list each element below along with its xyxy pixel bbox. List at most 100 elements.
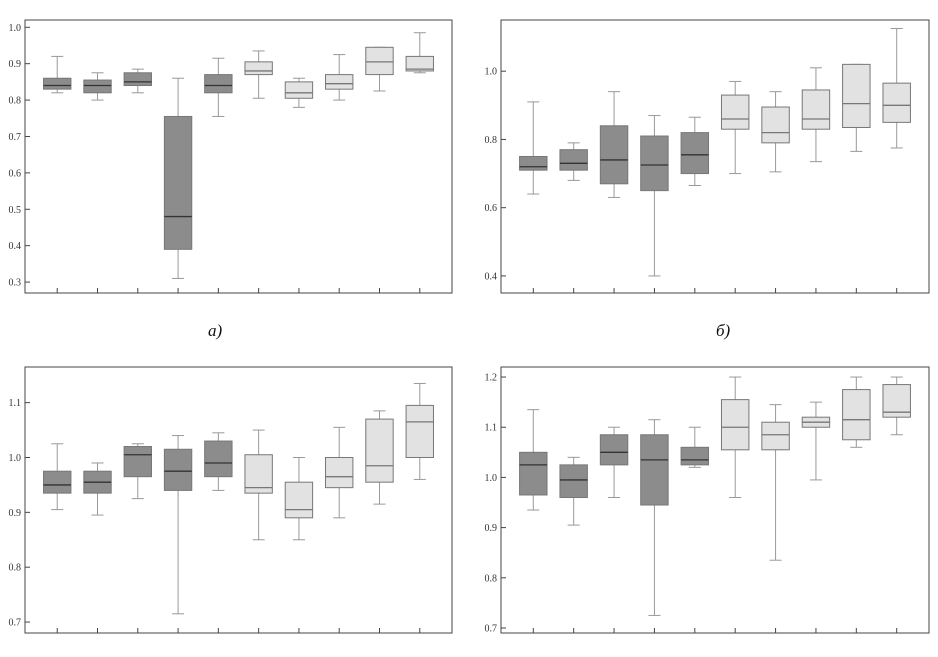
box-3 — [123, 443, 152, 500]
box-9 — [365, 46, 394, 92]
box-3 — [599, 91, 629, 198]
box-iqr — [640, 434, 669, 506]
box-3 — [123, 68, 152, 94]
y-tick-label: 0.4 — [485, 271, 498, 282]
box-9 — [842, 63, 871, 152]
box-10 — [405, 382, 434, 480]
box-iqr — [163, 448, 193, 491]
box-2 — [559, 456, 588, 526]
box-iqr — [720, 94, 750, 130]
panel-b: 0.4 0.6 0.8 1.0 — [485, 19, 930, 294]
y-tick-label: 0.9 — [485, 523, 498, 534]
plot-frame — [24, 366, 453, 634]
box-3 — [599, 426, 629, 498]
box-5 — [680, 116, 710, 187]
box-iqr — [43, 77, 72, 90]
y-tick-label: 1.0 — [9, 453, 22, 464]
box-4 — [163, 435, 193, 615]
box-7 — [284, 77, 314, 108]
box-iqr — [599, 125, 629, 185]
box-iqr — [405, 55, 434, 72]
box-iqr — [325, 74, 354, 90]
box-iqr — [244, 454, 273, 494]
box-4 — [640, 115, 669, 277]
plot-frame — [24, 19, 453, 294]
box-4 — [640, 419, 669, 616]
box-iqr — [43, 470, 72, 494]
y-tick-label: 0.8 — [9, 96, 22, 107]
y-tick-label: 0.8 — [485, 573, 498, 584]
box-10 — [882, 28, 911, 149]
box-iqr — [123, 446, 152, 478]
box-1 — [43, 55, 72, 94]
box-6 — [720, 80, 750, 175]
box-iqr — [83, 79, 112, 94]
box-6 — [244, 50, 273, 99]
box-iqr — [365, 418, 394, 483]
box-10 — [882, 376, 911, 436]
panel-a: 0.3 0.4 0.5 0.6 0.7 0.8 0.9 1.0 — [9, 19, 453, 294]
box-iqr — [163, 115, 193, 250]
box-iqr — [720, 399, 750, 451]
box-iqr — [640, 135, 669, 192]
box-2 — [559, 142, 588, 181]
box-iqr — [599, 434, 629, 466]
box-iqr — [204, 74, 233, 94]
box-iqr — [325, 456, 354, 489]
box-7 — [284, 456, 314, 541]
y-tick-label: 1.2 — [485, 373, 498, 384]
box-5 — [204, 57, 233, 117]
y-tick-label: 0.6 — [9, 168, 22, 179]
box-iqr — [559, 149, 588, 171]
box-iqr — [842, 389, 871, 441]
y-tick-label: 0.9 — [9, 508, 22, 519]
y-tick-label: 1.1 — [9, 398, 22, 409]
box-iqr — [284, 481, 314, 519]
box-iqr — [680, 446, 710, 466]
y-tick-label: 0.7 — [9, 618, 22, 629]
box-8 — [325, 54, 354, 101]
box-iqr — [123, 72, 152, 87]
y-tick-label: 0.7 — [485, 623, 498, 634]
box-iqr — [680, 132, 710, 175]
y-tick-label: 0.6 — [485, 203, 498, 214]
box-iqr — [204, 440, 233, 478]
box-4 — [163, 77, 193, 279]
box-iqr — [801, 89, 831, 130]
box-2 — [83, 72, 112, 101]
box-iqr — [405, 404, 434, 458]
y-tick-label: 1.1 — [485, 423, 498, 434]
plot-frame — [500, 366, 930, 634]
box-5 — [204, 432, 233, 491]
y-tick-label: 1.0 — [485, 67, 498, 78]
box-iqr — [519, 451, 548, 496]
y-tick-label: 0.3 — [9, 278, 22, 289]
y-tick-label: 0.9 — [9, 59, 22, 70]
box-iqr — [761, 106, 790, 144]
panel-label-a: a) — [208, 321, 223, 340]
panel-label-b: б) — [716, 321, 731, 340]
box-iqr — [559, 464, 588, 498]
box-9 — [365, 410, 394, 505]
box-1 — [43, 443, 72, 511]
box-iqr — [882, 82, 911, 123]
box-7 — [761, 404, 790, 561]
panel-c: 0.7 0.8 0.9 1.0 1.1 — [9, 366, 453, 634]
panel-d: 0.7 0.8 0.9 1.0 1.1 1.2 — [485, 366, 930, 634]
y-tick-label: 0.4 — [9, 241, 22, 252]
box-iqr — [761, 421, 790, 451]
box-6 — [244, 429, 273, 541]
box-7 — [761, 91, 790, 173]
y-tick-label: 0.8 — [485, 135, 498, 146]
box-iqr — [519, 156, 548, 171]
plot-frame — [500, 19, 930, 294]
box-2 — [83, 462, 112, 516]
box-1 — [519, 101, 548, 195]
box-10 — [405, 32, 434, 74]
box-iqr — [365, 46, 394, 76]
box-1 — [519, 409, 548, 511]
box-8 — [325, 426, 354, 519]
y-tick-label: 0.8 — [9, 563, 22, 574]
box-6 — [720, 376, 750, 498]
